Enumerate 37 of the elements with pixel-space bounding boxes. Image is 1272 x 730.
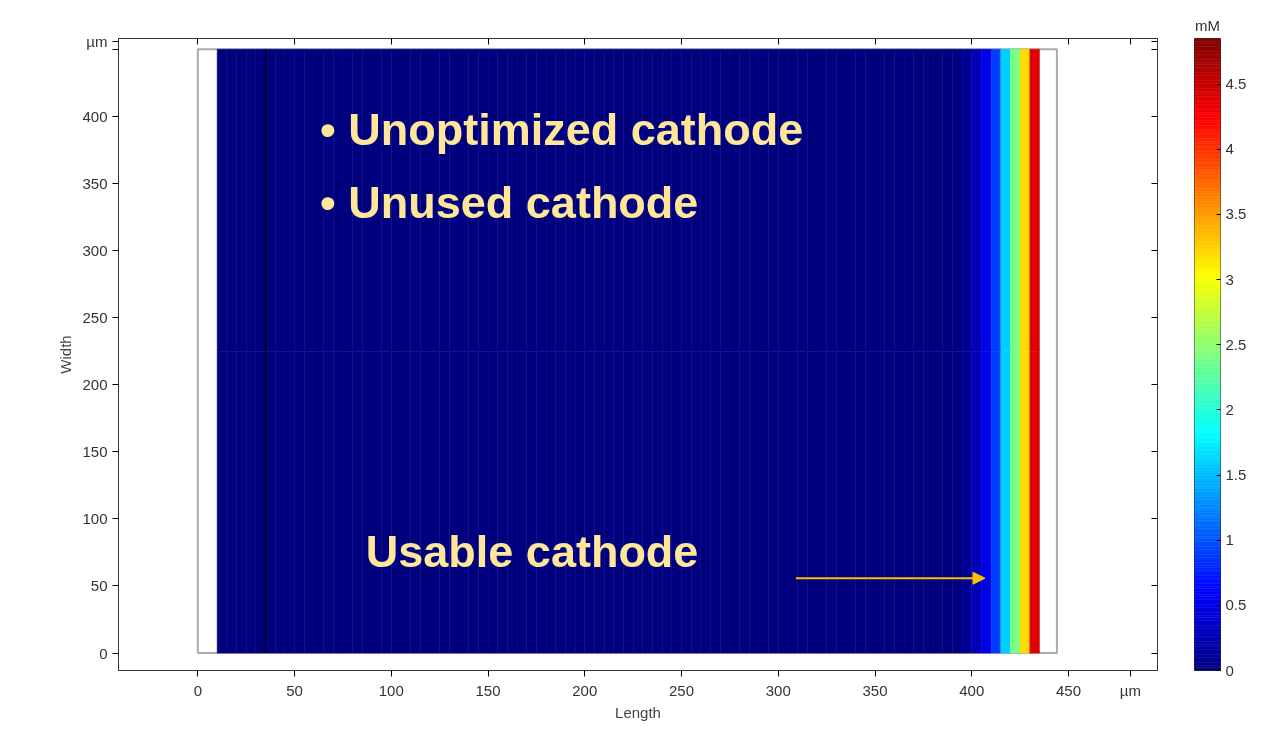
color-bar-label: 2 (1225, 400, 1234, 418)
y-tick-label: 250 (82, 309, 108, 327)
y-tick-label: 350 (82, 174, 108, 192)
x-tick-label: 0 (193, 681, 202, 699)
color-bar-label: 4.5 (1225, 75, 1247, 93)
x-tick-label: 150 (475, 681, 501, 699)
x-tick-label: µm (1119, 681, 1141, 699)
x-tick-label: 50 (286, 681, 303, 699)
y-tick-label: 150 (82, 443, 108, 461)
x-tick-label: 450 (1055, 681, 1082, 699)
x-tick-label: 200 (572, 681, 598, 699)
x-tick-label: 250 (669, 681, 695, 699)
x-tick-label: 300 (765, 681, 791, 699)
x-tick-label: 100 (378, 681, 404, 699)
x-tick-label: 400 (959, 681, 985, 699)
color-bar-label: 4 (1225, 140, 1234, 158)
color-bar-label: 0.5 (1225, 596, 1247, 614)
y-tick-label: 300 (82, 242, 108, 260)
color-bar-label: 1 (1225, 531, 1234, 549)
color-bar-label: 3 (1225, 270, 1234, 288)
color-bar-label: 0 (1225, 661, 1234, 679)
y-tick-label: 400 (82, 107, 108, 125)
color-bar-label: 3.5 (1225, 205, 1247, 223)
y-tick-label: 200 (82, 376, 108, 394)
annotation: Usable cathode (365, 526, 699, 578)
y-tick-label: 100 (82, 510, 108, 528)
x-tick-label: 350 (862, 681, 888, 699)
y-axis-title: Width (57, 335, 75, 374)
x-axis-title: Length (615, 703, 661, 721)
color-bar-label: 2.5 (1225, 335, 1247, 353)
annotation: • Unused cathode (320, 177, 699, 229)
color-bar-label: 1.5 (1225, 466, 1247, 484)
y-tick-label: µm (86, 32, 108, 50)
annotation: • Unoptimized cathode (320, 104, 804, 156)
y-tick-label: 0 (99, 644, 108, 662)
y-tick-label: 50 (90, 577, 108, 595)
color-bar-title: mM (1195, 16, 1220, 34)
